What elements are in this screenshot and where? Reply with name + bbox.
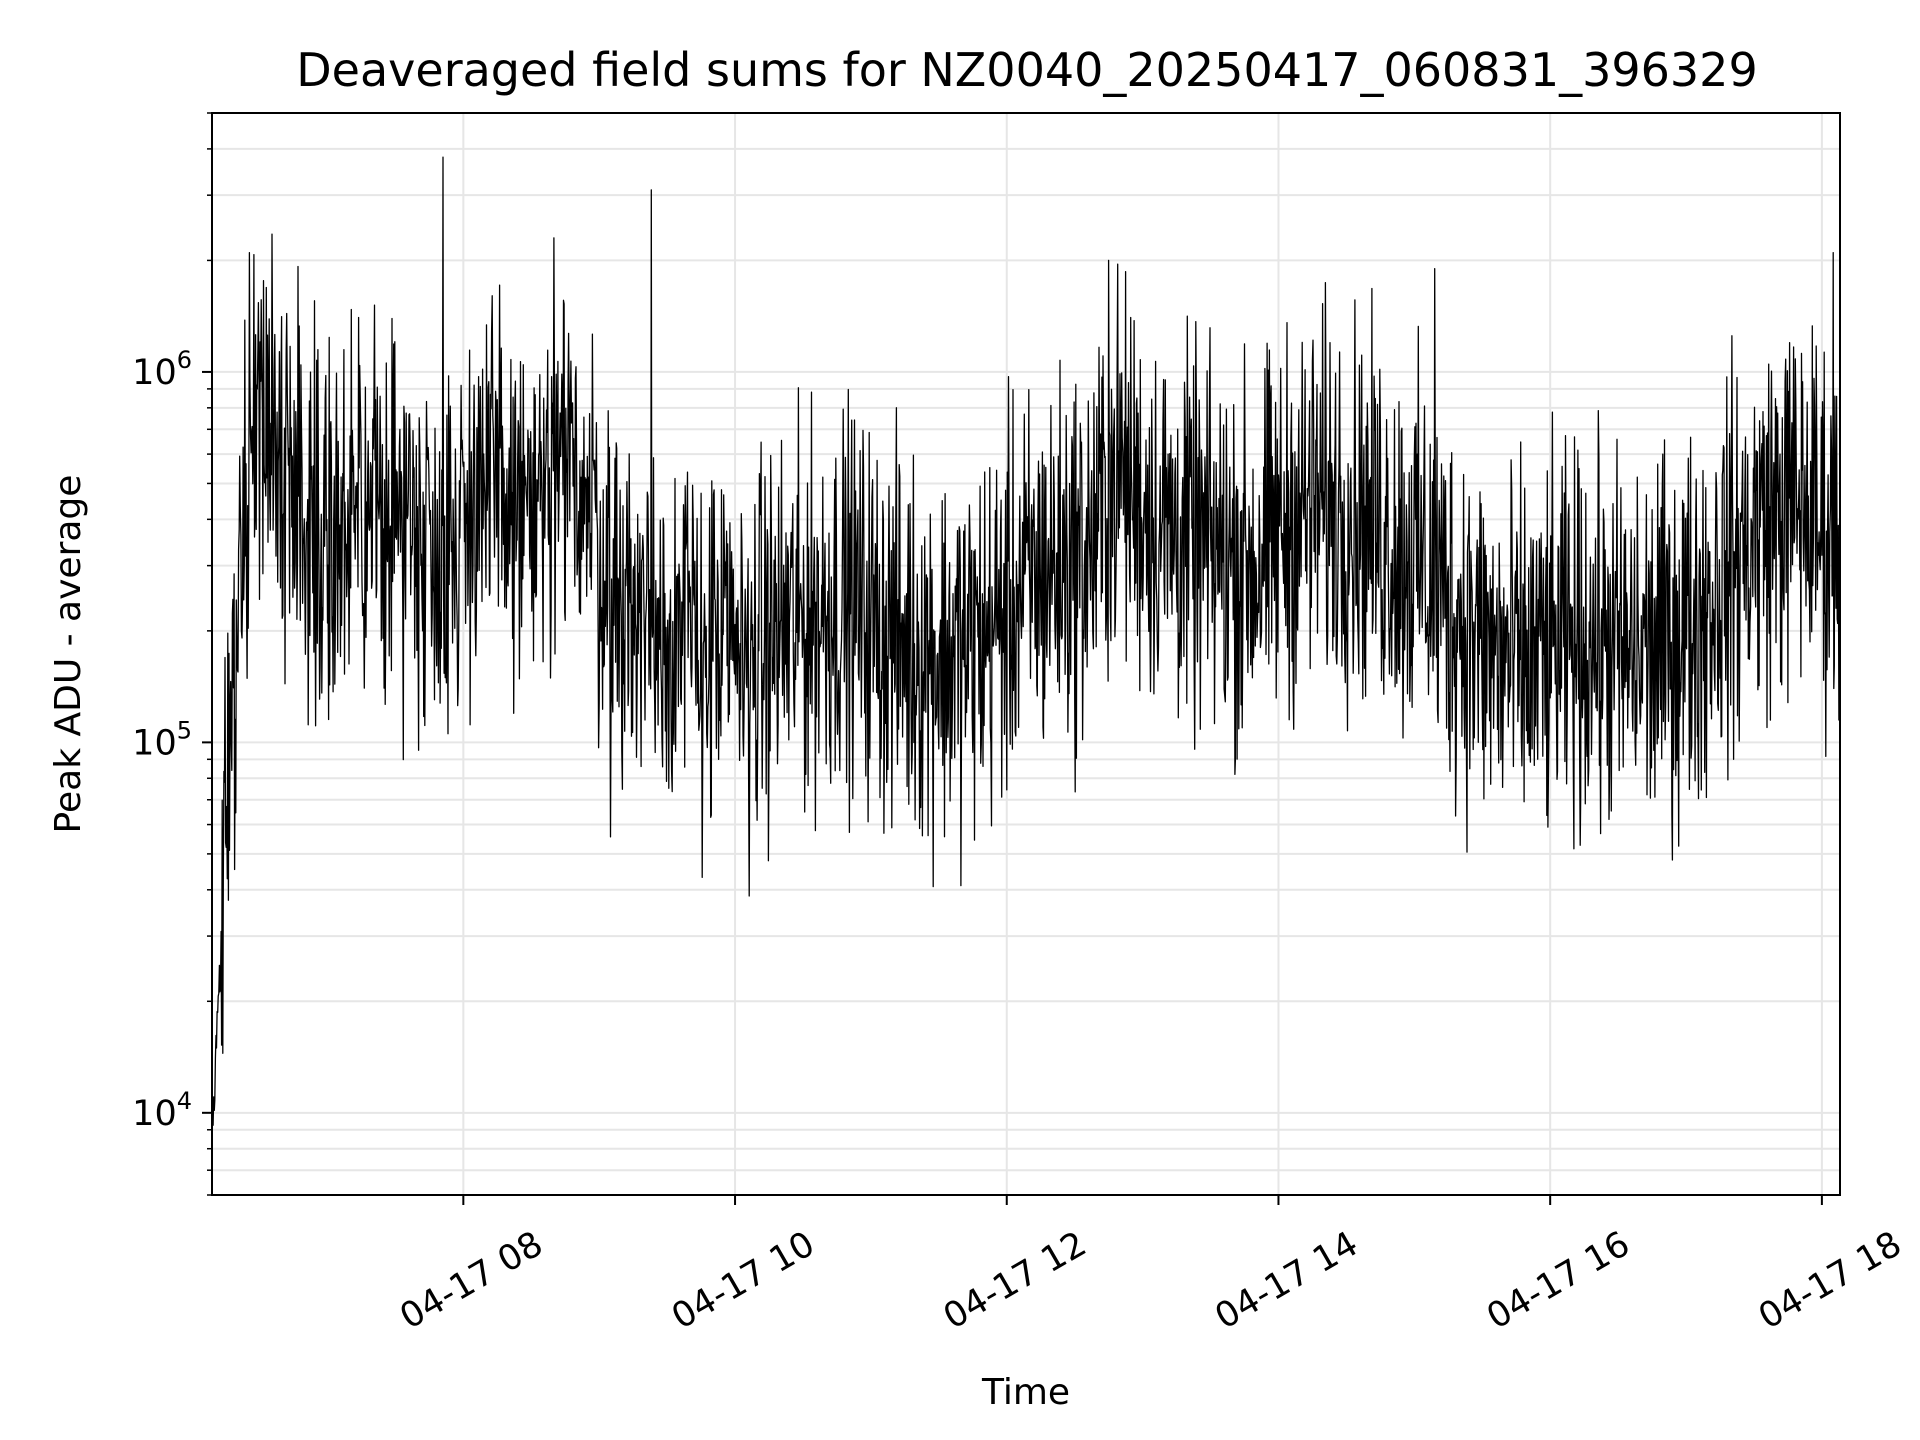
y-tick-label: 105 [132,716,192,763]
y-tick-base: 10 [132,723,177,763]
grid-lines [212,112,1840,1196]
x-axis-label: Time [981,1372,1070,1413]
y-tick-exponent: 5 [177,716,192,744]
y-axis-label: Peak ADU - average [48,475,89,834]
plot-frame [211,112,1841,1196]
y-tick-exponent: 4 [177,1087,192,1115]
y-tick-base: 10 [132,353,177,393]
y-tick-base: 10 [132,1094,177,1134]
series-line-peak-adu [211,156,1841,1150]
chart-title: Deaveraged field sums for NZ0040_2025041… [296,43,1757,97]
plot-area [211,156,1841,1150]
y-tick-label: 104 [132,1087,192,1134]
y-tick-exponent: 6 [177,346,192,374]
y-tick-label: 106 [132,346,192,393]
